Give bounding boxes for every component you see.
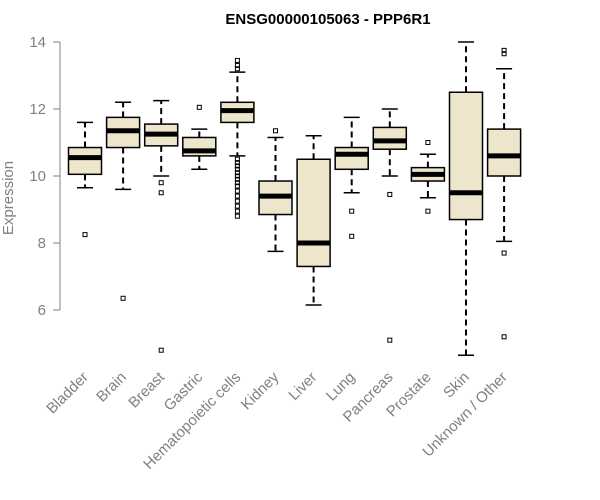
y-tick-label: 8 [38,235,46,252]
chart-title: ENSG00000105063 - PPP6R1 [225,11,430,28]
x-tick-label: Kidney [238,368,283,413]
box-9 [410,140,446,214]
outlier-point [501,47,507,53]
box-0 [67,121,103,238]
x-tick-label: Bladder [43,369,92,418]
outlier-point [234,163,240,169]
y-axis-label: Expression [0,161,17,235]
outlier-point [234,66,240,72]
outlier-point [387,191,393,197]
outlier-point [234,173,240,179]
outlier-point [158,347,164,353]
outlier-point [234,188,240,194]
outlier-point [158,190,164,196]
outlier-point [273,128,278,134]
outlier-point [349,208,355,214]
outlier-point [234,198,240,204]
outlier-point [501,250,507,256]
box-iqr [296,158,331,268]
outlier-point [120,295,126,301]
box-iqr [67,146,103,176]
outlier-point [234,170,240,176]
box-4 [220,57,255,219]
box-2 [143,99,179,353]
outlier-point [82,232,88,238]
y-tick-label: 12 [29,101,46,118]
boxplot-series [67,41,522,356]
box-8 [372,108,408,343]
x-tick-label: Brain [93,369,130,406]
outlier-point [234,57,240,63]
outlier-point [234,160,240,166]
box-5 [258,128,293,253]
outlier-point [501,51,507,57]
box-iqr [486,128,522,177]
y-axis: 6 8 10 12 14 [29,34,61,319]
outlier-point [234,208,240,214]
y-tick-label: 6 [38,302,46,319]
outlier-point [234,203,240,209]
outlier-point [425,208,431,214]
outlier-point [234,180,240,186]
outlier-point [196,104,202,110]
outlier-point [349,233,355,239]
box-iqr [448,91,484,221]
box-6 [296,135,331,306]
box-3 [182,104,217,171]
box-7 [334,116,369,239]
x-tick-label: Liver [285,369,320,404]
outlier-point [234,62,240,68]
outlier-point [234,213,240,219]
box-iqr [334,146,369,171]
outlier-point [234,176,240,182]
y-tick-label: 14 [29,34,46,51]
outlier-point [234,183,240,189]
box-1 [105,101,141,301]
y-tick-label: 10 [29,168,46,185]
outlier-point [158,180,164,186]
outlier-point [234,193,240,199]
outlier-point [234,156,240,162]
box-10 [448,41,484,356]
outlier-point [425,140,431,145]
x-tick-label: Skin [440,369,473,402]
outlier-point [234,166,240,172]
outlier-point [501,334,507,340]
box-11 [486,47,522,340]
box-iqr [372,126,408,150]
outlier-point [387,337,393,343]
